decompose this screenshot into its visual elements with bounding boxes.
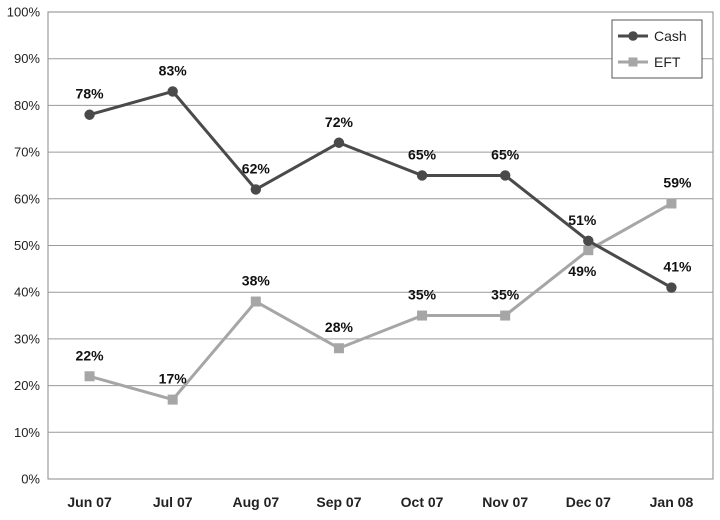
y-tick-label: 0%: [21, 472, 40, 487]
eft-data-point: [417, 310, 428, 321]
eft-data-label: 35%: [408, 287, 437, 303]
x-tick-label: Jun 07: [67, 494, 112, 510]
legend-box: [611, 19, 703, 79]
series-group: [84, 86, 677, 405]
cash-data-label: 41%: [663, 259, 692, 275]
x-tick-label: Nov 07: [482, 494, 528, 510]
y-tick-label: 20%: [14, 378, 40, 393]
cash-data-label: 51%: [568, 212, 597, 228]
y-tick-label: 100%: [7, 5, 41, 20]
legend-eft-marker-icon: [628, 57, 638, 67]
y-tick-label: 40%: [14, 285, 40, 300]
eft-data-point: [333, 343, 344, 354]
eft-data-label: 35%: [491, 287, 520, 303]
eft-data-point: [167, 394, 178, 405]
cash-data-label: 83%: [159, 62, 188, 78]
y-axis: 0% 10% 20% 30% 40% 50% 60% 70% 80% 90% 100%: [7, 5, 41, 487]
legend-cash-label: Cash: [654, 28, 687, 44]
y-tick-label: 80%: [14, 98, 40, 113]
x-tick-label: Aug 07: [232, 494, 279, 510]
cash-data-point: [416, 170, 428, 181]
eft-data-label: 38%: [242, 273, 271, 289]
eft-data-label: 49%: [568, 263, 597, 279]
x-tick-label: Dec 07: [566, 494, 611, 510]
cash-data-label: 65%: [491, 146, 520, 162]
eft-data-label: 22%: [76, 347, 105, 363]
eft-data-point: [666, 198, 677, 209]
grid-lines: [48, 58, 713, 433]
y-tick-label: 70%: [14, 145, 40, 160]
cash-data-point: [250, 184, 262, 195]
cash-series-line: [89, 89, 673, 289]
x-tick-label: Jan 08: [650, 494, 694, 510]
y-tick-label: 60%: [14, 191, 40, 206]
eft-data-label: 59%: [663, 174, 692, 190]
cash-data-point: [84, 109, 95, 120]
eft-series-line: [89, 202, 673, 402]
y-tick-label: 30%: [14, 331, 40, 346]
cash-data-point: [167, 86, 178, 97]
cash-data-label: 62%: [242, 160, 271, 176]
x-axis: Jun 07 Jul 07 Aug 07 Sep 07 Oct 07 Nov 07 Dec …: [67, 494, 693, 510]
x-tick-label: Jul 07: [153, 494, 193, 510]
eft-data-point: [500, 310, 511, 321]
cash-data-label: 72%: [325, 114, 354, 130]
cash-data-point: [499, 170, 511, 181]
y-tick-label: 50%: [14, 238, 40, 253]
eft-data-point: [84, 371, 95, 382]
cash-data-point: [333, 137, 345, 148]
cash-data-point: [583, 235, 594, 247]
cash-data-label: 78%: [76, 86, 105, 102]
cash-data-point: [666, 282, 677, 293]
data-labels: 22% 17% 38% 28% 35% 35% 49% 59% 78% 83% 62% 72% 65% 6…: [76, 62, 692, 386]
y-tick-label: 90%: [14, 51, 40, 66]
legend-cash-marker-icon: [628, 31, 638, 41]
x-tick-label: Sep 07: [316, 494, 361, 510]
eft-data-point: [583, 245, 594, 256]
y-tick-label: 10%: [14, 425, 40, 440]
legend: Cash EFT: [611, 19, 703, 79]
cash-data-label: 65%: [408, 146, 437, 162]
legend-eft-label: EFT: [654, 54, 681, 70]
x-tick-label: Oct 07: [401, 494, 444, 510]
eft-data-label: 17%: [159, 371, 188, 387]
eft-data-label: 28%: [325, 319, 354, 335]
eft-data-point: [250, 296, 261, 307]
